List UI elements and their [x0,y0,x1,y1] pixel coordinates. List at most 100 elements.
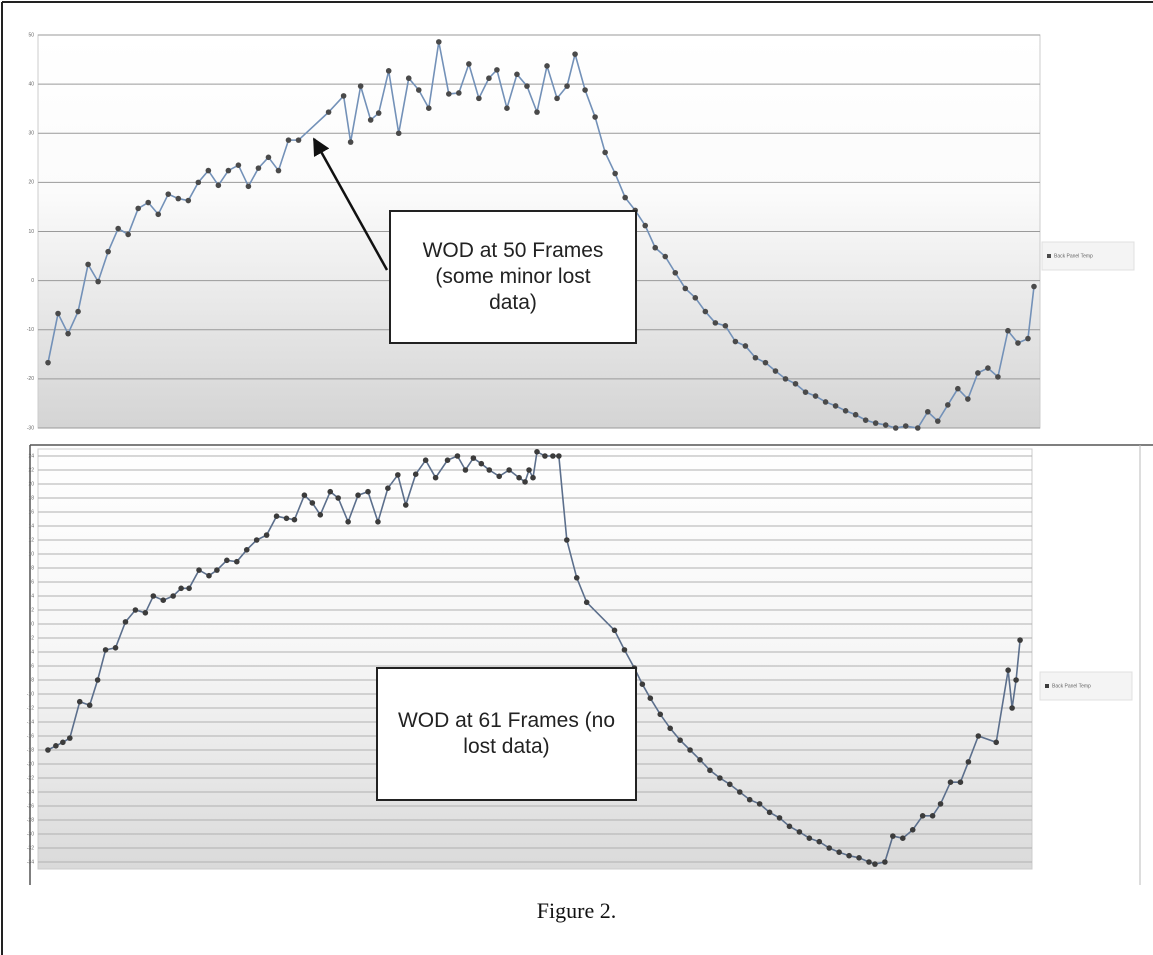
data-point [178,585,184,592]
data-point [76,698,83,705]
data-point [405,75,412,82]
data-point [846,852,852,859]
data-point [1015,340,1021,346]
data-point [677,737,683,743]
y-tick-label: 4 [31,593,34,599]
data-point [446,91,452,97]
data-point [365,488,371,495]
data-point [506,467,512,473]
data-point [682,285,689,292]
data-point [301,492,308,499]
data-point [890,833,896,839]
legend-swatch [1045,684,1049,688]
figure-caption: Figure 2. [536,898,617,923]
data-point [462,467,469,473]
data-point [94,677,101,683]
data-point [395,130,402,137]
data-point [957,779,964,785]
y-tick-label: 12 [28,537,34,543]
data-point [842,408,849,414]
data-point [707,767,713,774]
data-point [914,425,921,431]
data-point [357,83,364,89]
data-point [866,859,872,865]
data-point [612,170,618,177]
data-point [934,418,941,424]
data-point [1005,667,1011,673]
data-point [899,835,906,841]
data-point [291,516,298,523]
data-point [657,711,664,718]
data-point [573,575,580,581]
data-point [872,420,879,426]
data-point [309,500,316,506]
data-point [544,63,550,69]
legend-label: Back Panel Temp [1054,253,1093,259]
data-point [796,829,803,835]
annotation-box: WOD at 50 Frames (some minor lost data) [389,210,637,344]
data-point [214,567,220,573]
y-tick-label: 0 [31,621,34,627]
data-point [275,167,282,174]
annotation-box: WOD at 61 Frames (no lost data) [376,667,637,801]
data-point [556,453,562,459]
data-point [175,195,182,202]
data-point [504,105,510,111]
data-point [672,269,679,276]
data-point [295,137,302,143]
data-point [852,411,859,418]
data-point [667,725,673,732]
data-point [955,385,961,392]
data-point [806,835,813,841]
y-tick-label: 16 [28,509,34,515]
y-tick-label: 20 [28,180,34,186]
data-point [702,308,709,315]
data-point [611,627,618,634]
data-point [395,472,401,478]
y-tick-label: -8 [30,677,35,683]
data-point [105,248,111,255]
data-point [572,51,578,57]
data-point [909,827,916,833]
legend-box [1039,671,1133,701]
data-point [776,815,783,821]
y-tick-label: 30 [28,131,34,137]
y-tick-label: 24 [28,453,34,459]
data-point [564,83,570,89]
data-point [1031,283,1037,290]
data-point [736,789,743,795]
data-point [752,354,759,361]
data-point [224,557,230,564]
legend-box [1041,241,1135,271]
data-point [766,809,773,816]
data-point [1005,327,1011,334]
data-point [712,320,719,326]
data-point [235,162,242,168]
data-point [476,95,482,102]
data-point [155,211,162,218]
data-point [742,343,749,349]
data-point [550,453,556,459]
data-point [45,359,51,366]
data-point [602,149,608,156]
y-tick-label: -6 [30,663,35,669]
data-point [456,90,462,96]
data-point [812,393,819,399]
data-point [622,194,628,201]
data-point [945,402,951,408]
series-line [47,450,1021,865]
data-point [205,167,212,174]
data-point [206,572,212,579]
data-point [245,183,252,190]
data-point [542,453,548,459]
data-point [496,473,503,480]
y-tick-label: -32 [27,845,34,851]
data-point [995,374,1001,380]
data-point [882,422,889,428]
y-tick-label: 50 [28,32,34,38]
y-tick-label: -20 [27,761,34,767]
legend-swatch [1047,254,1051,258]
y-tick-label: 40 [28,81,34,87]
